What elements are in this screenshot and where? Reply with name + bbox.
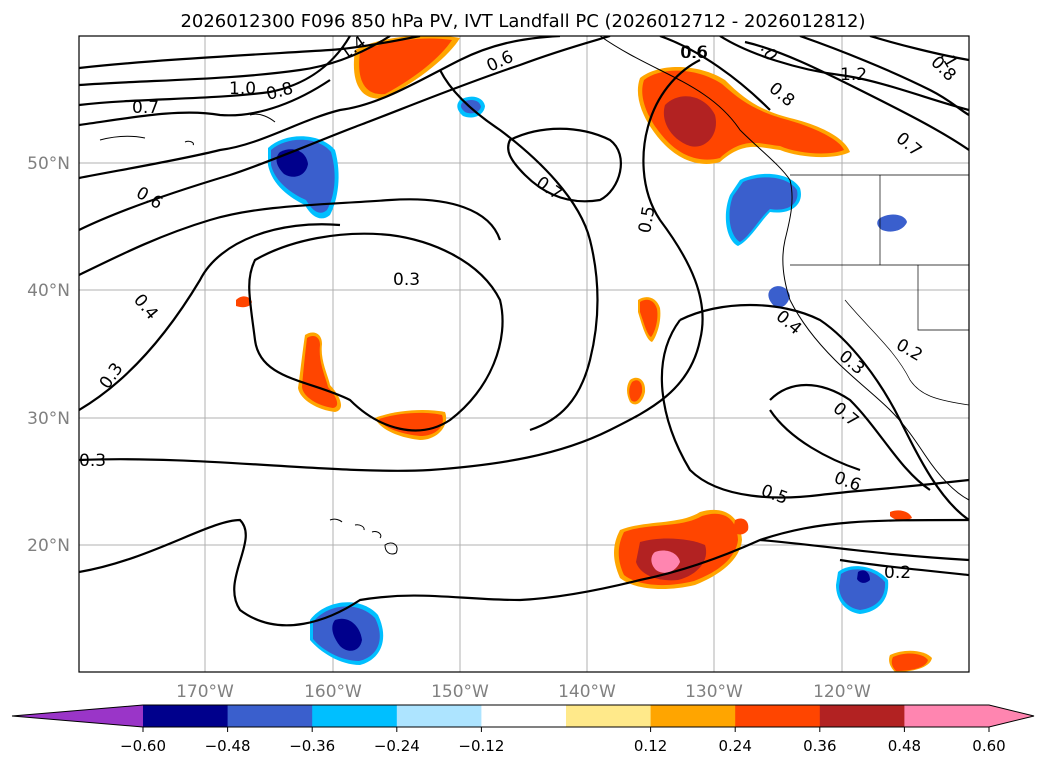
- colorbar-tick-label: −0.48: [205, 737, 251, 755]
- lon-label: 160°W: [304, 682, 362, 702]
- latitude-labels: 50°N 40°N 30°N 20°N: [27, 154, 70, 556]
- contour-label: 0.6: [484, 47, 517, 77]
- contour-label: 0.2: [884, 563, 911, 583]
- pv-contours: [79, 36, 969, 627]
- lat-label: 40°N: [27, 281, 70, 301]
- map-frame: [78, 35, 970, 673]
- colorbar-cell: [396, 705, 482, 727]
- contour-label: 1.0: [229, 79, 256, 99]
- coastlines: [99, 36, 969, 555]
- colorbar-tick-label: 0.12: [634, 737, 667, 755]
- contour-label: 0.5: [758, 481, 790, 509]
- colorbar-cell: [312, 705, 398, 727]
- colorbar-tick-label: −0.60: [120, 737, 166, 755]
- gridlines: [79, 36, 969, 672]
- colorbar-extend-low: [12, 705, 143, 727]
- colorbar-extend-high: [989, 705, 1034, 727]
- colorbar-cell: [650, 705, 736, 727]
- lat-label: 30°N: [27, 409, 70, 429]
- colorbar-tick-label: 0.36: [803, 737, 836, 755]
- contour-label: 0.7: [532, 173, 566, 205]
- colorbar-cell: [227, 705, 313, 727]
- colorbar-cell: [819, 705, 905, 727]
- colorbar-cell: [904, 705, 990, 727]
- colorbar-tick-label: 0.48: [888, 737, 921, 755]
- contour-label: 0.3: [835, 347, 869, 380]
- pc-shading: [236, 36, 932, 672]
- map-title: 2026012300 F096 850 hPa PV, IVT Landfall…: [180, 11, 865, 32]
- contour-label: 0.6: [133, 183, 166, 214]
- colorbar-tick-label: −0.36: [289, 737, 335, 755]
- contour-label: 0.7: [132, 98, 159, 118]
- contour-label: 0.2: [893, 335, 926, 366]
- contour-label: 0.3: [393, 270, 420, 290]
- colorbar-tick-label: 0.24: [718, 737, 751, 755]
- contour-label: 0.5: [635, 205, 659, 235]
- colorbar: −0.60 −0.48 −0.36 −0.24 −0.12 0.12 0.24 0.36 0.4…: [11, 704, 1035, 755]
- contour-label: 0.6: [680, 43, 707, 63]
- map-area: 1.4 1.0 0.8 0.7 0.6 0.6 0.4 0.3 0.3 0.6 …: [79, 36, 969, 672]
- lat-label: 50°N: [27, 154, 70, 174]
- contour-label: 0.8: [765, 79, 799, 112]
- colorbar-cell: [481, 705, 567, 727]
- contour-label: 1.2: [840, 65, 867, 85]
- lon-label: 130°W: [685, 682, 743, 702]
- contour-label: 0.3: [96, 359, 128, 393]
- colorbar-cell: [143, 705, 229, 727]
- colorbar-cell: [735, 705, 821, 727]
- contour-label: 0.7: [892, 129, 926, 162]
- colorbar-tick-label: 0.60: [972, 737, 1005, 755]
- lon-label: 170°W: [176, 682, 234, 702]
- contour-label: 0.4: [129, 290, 162, 324]
- contour-label: 0.6: [681, 43, 708, 63]
- contour-label: 0.3: [79, 451, 106, 471]
- contour-label: 0.7: [829, 399, 863, 432]
- lat-label: 20°N: [27, 536, 70, 556]
- longitude-labels: 170°W 160°W 150°W 140°W 130°W 120°W: [176, 682, 871, 702]
- colorbar-tick-label: −0.24: [374, 737, 420, 755]
- lon-label: 120°W: [813, 682, 871, 702]
- colorbar-tick-label: −0.12: [458, 737, 504, 755]
- lon-label: 140°W: [558, 682, 616, 702]
- colorbar-cell: [566, 705, 652, 727]
- lon-label: 150°W: [431, 682, 489, 702]
